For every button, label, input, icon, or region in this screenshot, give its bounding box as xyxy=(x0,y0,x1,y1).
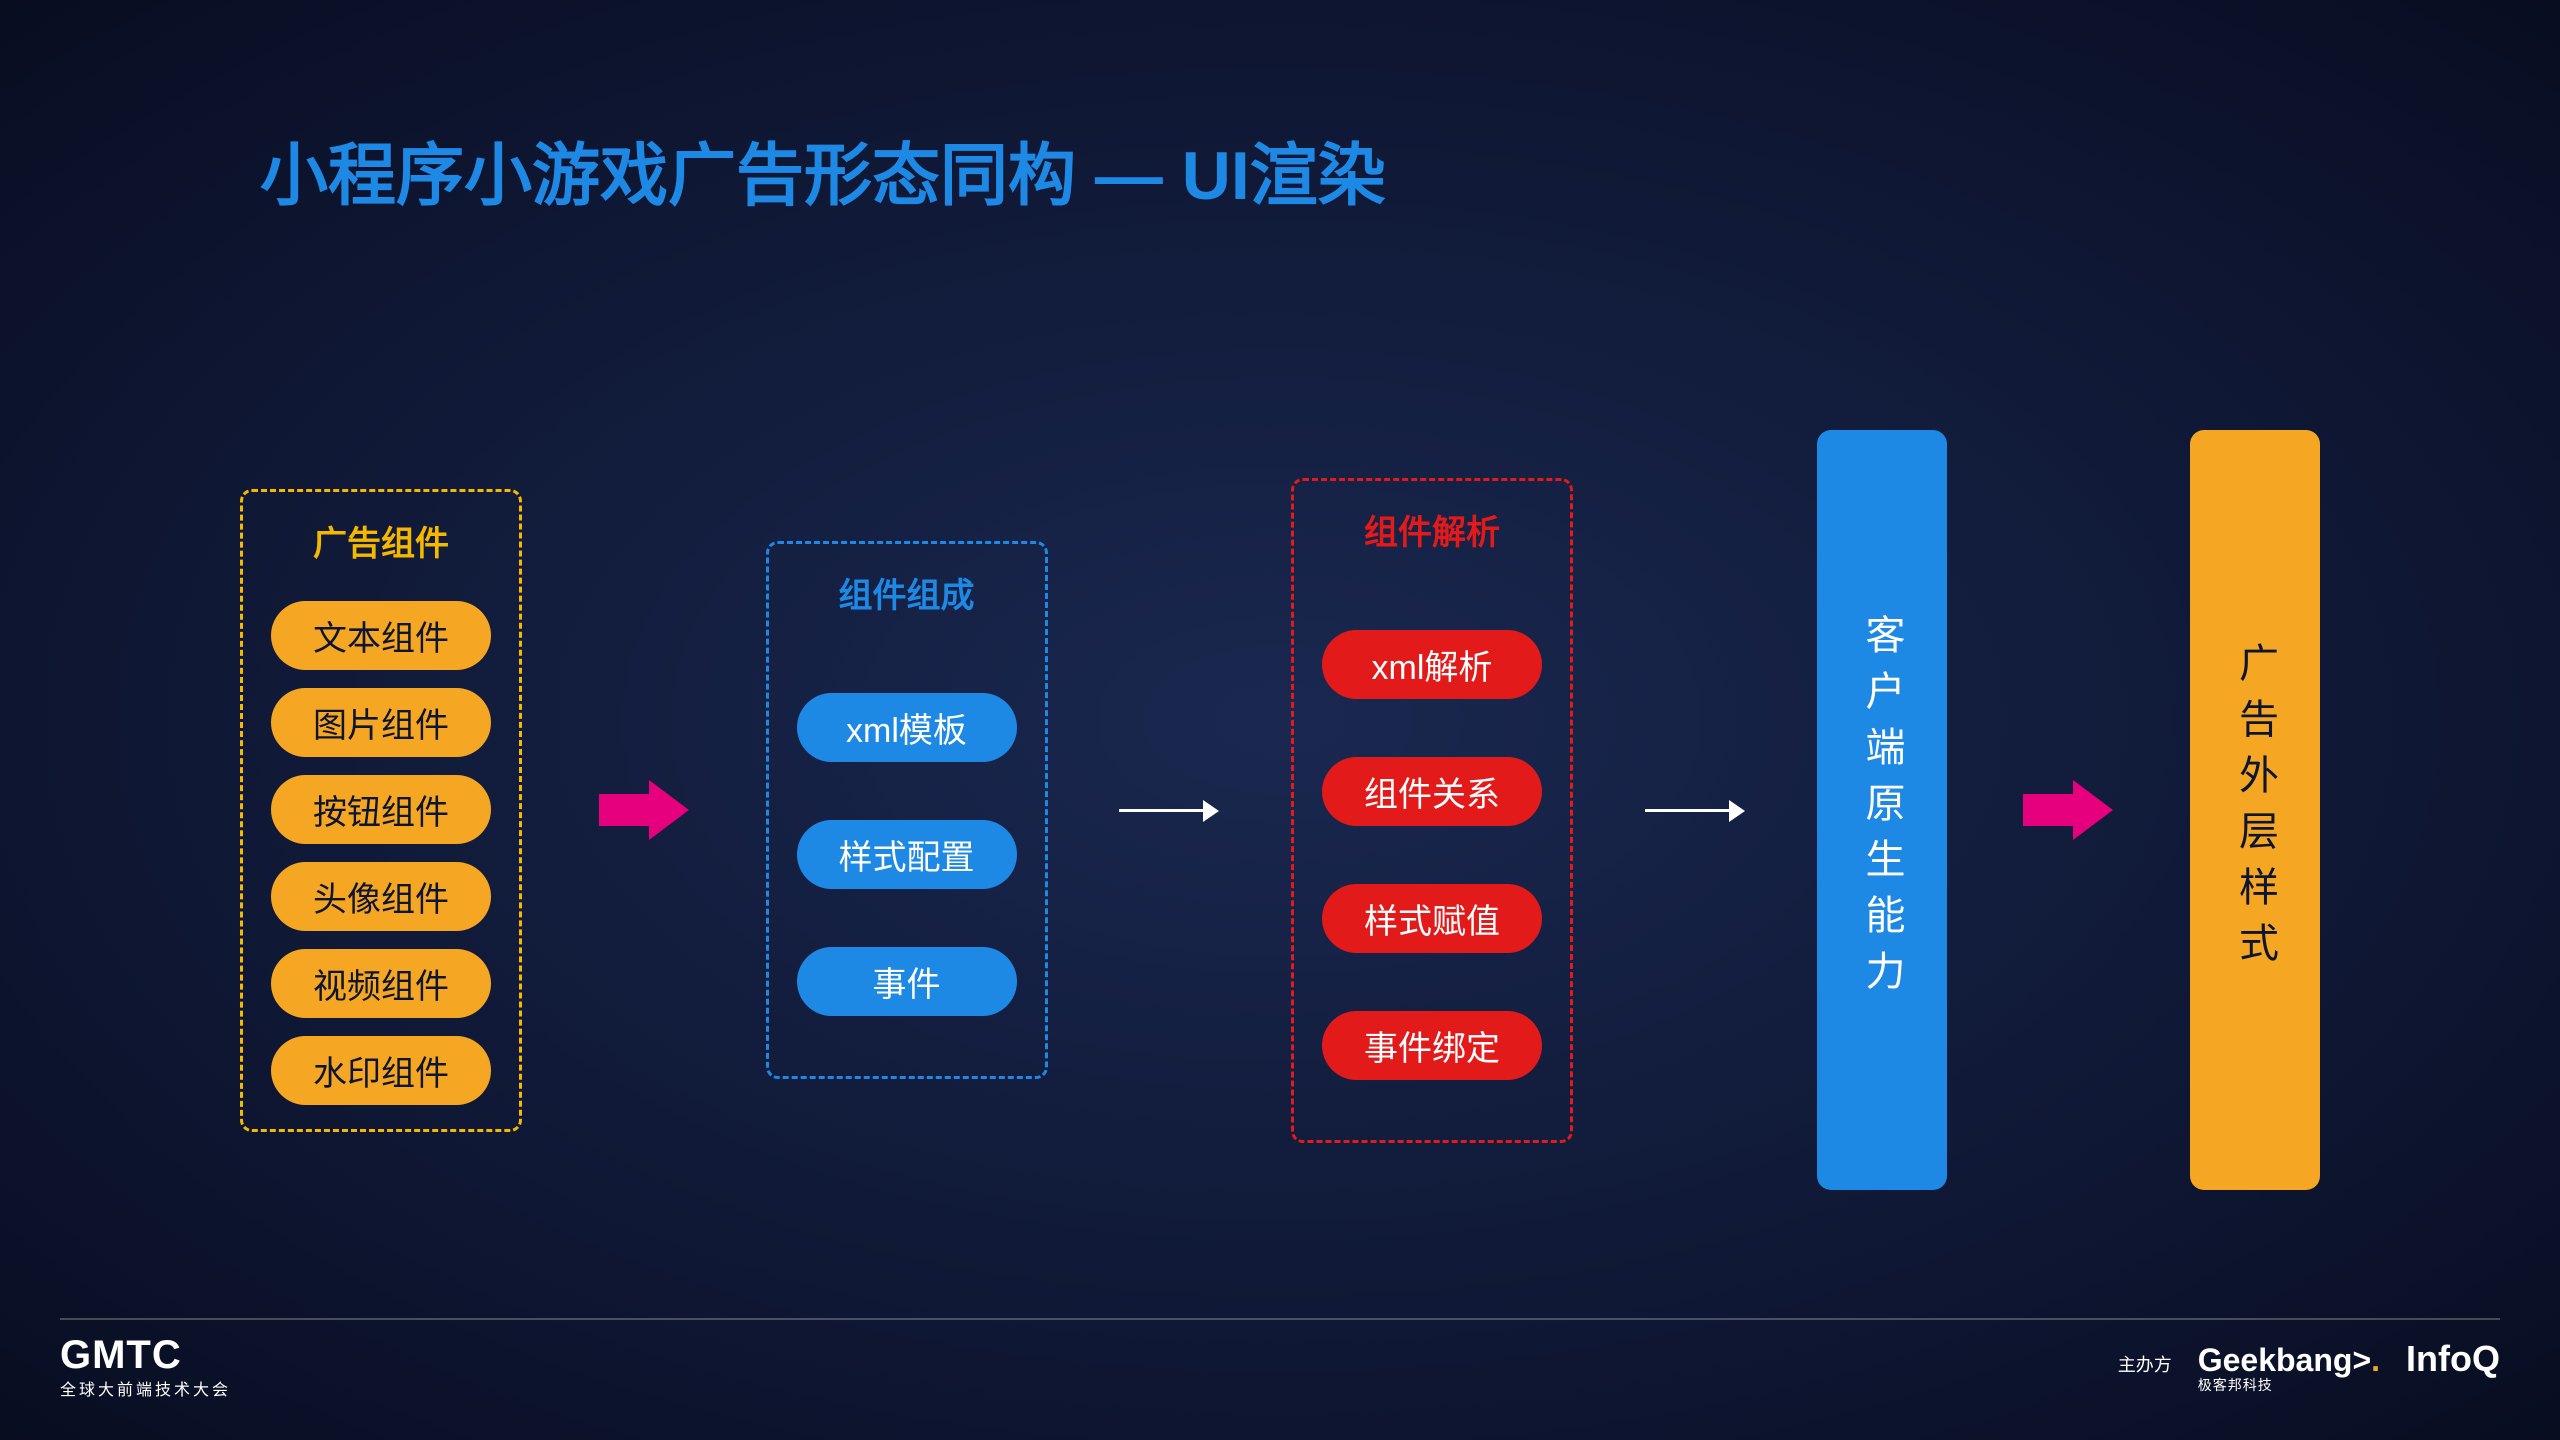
col-component-parse: 组件解析 xml解析 组件关系 样式赋值 事件绑定 xyxy=(1291,478,1573,1143)
pill-style-config: 样式配置 xyxy=(797,820,1017,889)
sponsor-block: 主办方 Geekbang>. 极客邦科技 InfoQ xyxy=(2118,1338,2500,1395)
host-label: 主办方 xyxy=(2118,1351,2172,1377)
pill-xml-parse: xml解析 xyxy=(1322,630,1542,699)
white-arrow-icon xyxy=(1645,800,1745,820)
pill-button-component: 按钮组件 xyxy=(271,775,491,844)
box-ad-components: 广告组件 文本组件 图片组件 按钮组件 头像组件 视频组件 水印组件 xyxy=(240,489,522,1132)
col3-title: 组件解析 xyxy=(1364,505,1500,554)
pill-watermark-component: 水印组件 xyxy=(271,1036,491,1105)
box-component-parse: 组件解析 xml解析 组件关系 样式赋值 事件绑定 xyxy=(1291,478,1573,1143)
flow-diagram: 广告组件 文本组件 图片组件 按钮组件 头像组件 视频组件 水印组件 组件组成 … xyxy=(240,400,2320,1220)
geekbang-sub: 极客邦科技 xyxy=(2198,1375,2380,1395)
col-native-ability: 客户端原生能力 xyxy=(1817,430,1947,1190)
col1-title: 广告组件 xyxy=(313,516,449,565)
pink-arrow-icon xyxy=(599,780,689,840)
infoq-logo: InfoQ xyxy=(2406,1338,2500,1380)
gmtc-logo-sub: 全球大前端技术大会 xyxy=(60,1376,231,1400)
outer-style-text: 广告外层样式 xyxy=(2226,642,2284,978)
native-ability-text: 客户端原生能力 xyxy=(1853,614,1911,1006)
white-arrow-icon xyxy=(1119,800,1219,820)
gmtc-logo: GMTC 全球大前端技术大会 xyxy=(60,1333,231,1400)
footer-divider xyxy=(60,1318,2500,1320)
col2-title: 组件组成 xyxy=(839,568,975,617)
arrow-2 xyxy=(1048,800,1292,820)
gmtc-logo-text: GMTC xyxy=(60,1333,231,1378)
pill-xml-template: xml模板 xyxy=(797,693,1017,762)
arrow-3 xyxy=(1573,800,1817,820)
pink-arrow-icon xyxy=(2023,780,2113,840)
pill-avatar-component: 头像组件 xyxy=(271,862,491,931)
geekbang-logo: Geekbang>. 极客邦科技 xyxy=(2198,1342,2380,1395)
pill-event-bind: 事件绑定 xyxy=(1322,1011,1542,1080)
box-outer-style: 广告外层样式 xyxy=(2190,430,2320,1190)
col-component-composition: 组件组成 xml模板 样式配置 事件 xyxy=(766,541,1048,1079)
arrow-1 xyxy=(522,780,766,840)
pill-style-assign: 样式赋值 xyxy=(1322,884,1542,953)
footer: GMTC 全球大前端技术大会 主办方 Geekbang>. 极客邦科技 Info… xyxy=(60,1333,2500,1400)
col-outer-style: 广告外层样式 xyxy=(2190,430,2320,1190)
pill-image-component: 图片组件 xyxy=(271,688,491,757)
pill-event: 事件 xyxy=(797,947,1017,1016)
col-ad-components: 广告组件 文本组件 图片组件 按钮组件 头像组件 视频组件 水印组件 xyxy=(240,489,522,1132)
box-native-ability: 客户端原生能力 xyxy=(1817,430,1947,1190)
pill-component-relation: 组件关系 xyxy=(1322,757,1542,826)
pill-text-component: 文本组件 xyxy=(271,601,491,670)
box-component-composition: 组件组成 xml模板 样式配置 事件 xyxy=(766,541,1048,1079)
slide-title: 小程序小游戏广告形态同构 — UI渲染 xyxy=(260,120,1386,219)
pill-video-component: 视频组件 xyxy=(271,949,491,1018)
arrow-4 xyxy=(1947,780,2191,840)
